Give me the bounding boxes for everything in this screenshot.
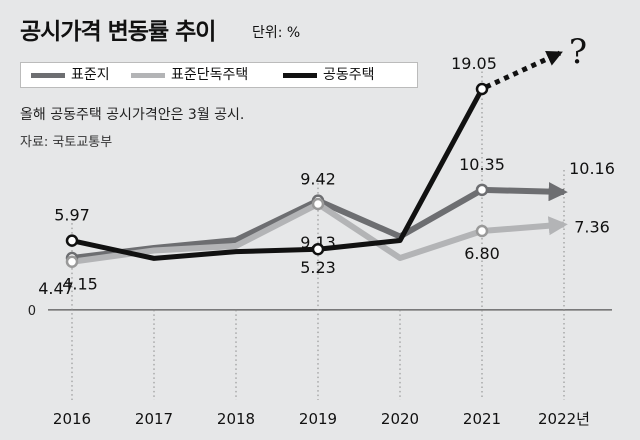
point-marker-표준지-2021: [475, 183, 489, 197]
point-marker-표준단독주택-2019: [311, 197, 325, 211]
data-label: 9.42: [300, 170, 336, 189]
point-marker-공동주택-2021: [475, 82, 489, 96]
x-tick-label: 2018: [217, 410, 255, 428]
legend-swatch-apartment: [283, 73, 317, 78]
legend: 표준지 표준단독주택 공동주택: [20, 62, 418, 88]
source-text: 자료: 국토교통부: [20, 135, 113, 150]
legend-label-apartment: 공동주택: [323, 67, 375, 83]
x-tick-label: 2020: [381, 410, 419, 428]
data-label: 9.13: [300, 233, 336, 252]
data-label: 10.16: [569, 159, 615, 178]
legend-swatch-standard-land: [31, 73, 65, 78]
point-marker-표준단독주택-2016: [65, 255, 79, 268]
x-tick-label: 2019: [299, 410, 337, 428]
data-label: 7.36: [574, 218, 610, 237]
data-label: 4.15: [62, 275, 98, 294]
data-label: 5.23: [300, 258, 336, 277]
x-tick-label: 2017: [135, 410, 173, 428]
x-tick-label: 2021: [463, 410, 501, 428]
chart-title: 공시가격 변동률 추이: [20, 19, 216, 45]
forecast-question-mark: ?: [569, 32, 587, 72]
legend-label-standard-land: 표준지: [71, 67, 110, 83]
legend-label-standard-house: 표준단독주택: [171, 67, 249, 83]
data-label: 10.35: [459, 155, 505, 174]
x-tick-label: 2022년: [538, 410, 590, 428]
point-marker-공동주택-2019: [311, 242, 325, 256]
data-label: 19.05: [451, 54, 497, 73]
series-line-공동주택: [71, 87, 485, 261]
unit-label: 단위: %: [252, 25, 301, 41]
zero-tick-label: 0: [28, 304, 36, 319]
legend-swatch-standard-house: [131, 73, 165, 78]
data-label: 6.80: [464, 244, 500, 263]
point-marker-표준단독주택-2021: [475, 224, 489, 238]
forecast-arrow: [484, 50, 563, 90]
point-marker-공동주택-2016: [65, 234, 79, 247]
note-text: 올해 공동주택 공시가격안은 3월 공시.: [20, 107, 245, 123]
data-label: 4.47: [38, 279, 74, 298]
x-tick-label: 2016: [53, 410, 91, 428]
data-label: 5.97: [54, 206, 90, 225]
